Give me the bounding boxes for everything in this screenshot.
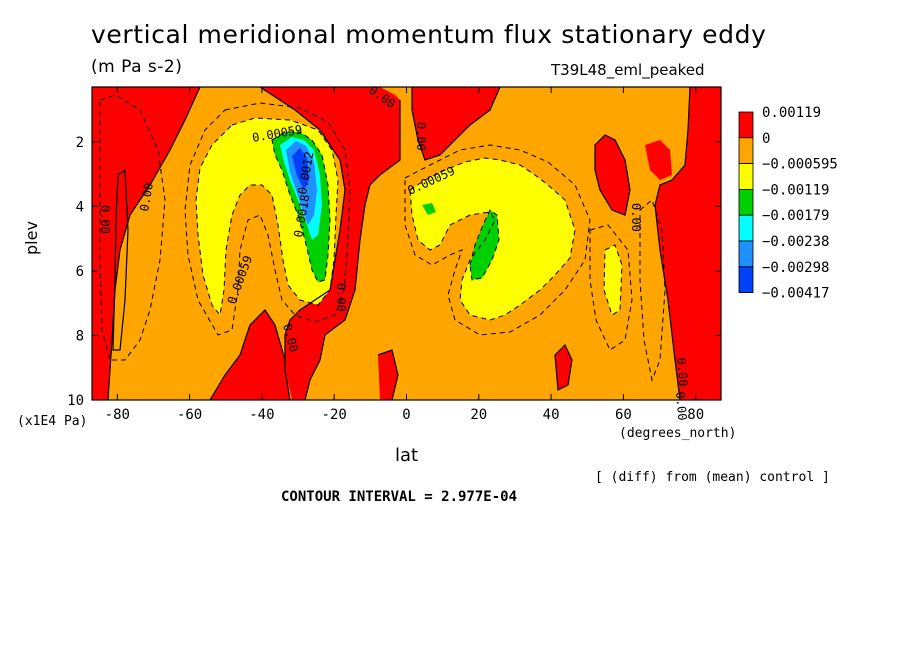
x-tick-label: 0 bbox=[402, 407, 410, 423]
legend-level-label: −0.00119 bbox=[762, 182, 829, 198]
zero-contour-line bbox=[304, 100, 401, 400]
zero-contour-line bbox=[259, 87, 346, 400]
negative-contour-line bbox=[603, 244, 623, 316]
field-green-region bbox=[422, 203, 436, 215]
field-positive-region bbox=[595, 135, 630, 215]
legend-level-label: 0.00119 bbox=[762, 105, 821, 121]
x-tick-label: -40 bbox=[249, 407, 274, 423]
contour-label: 0.00 bbox=[98, 205, 112, 234]
y-axis-unit: (x1E4 Pa) bbox=[17, 414, 88, 429]
x-tick-label: 80 bbox=[687, 407, 704, 423]
field-positive-region bbox=[378, 350, 398, 400]
field-positive-region bbox=[655, 87, 721, 400]
contour-label: 0.00 bbox=[673, 391, 689, 421]
zero-contour-line bbox=[209, 309, 286, 400]
color-legend: 0.00119 0 −0.000595 −0.00119 −0.00179 −0.0023… bbox=[738, 105, 838, 302]
field-positive-region bbox=[412, 87, 500, 160]
field-positive-region bbox=[260, 87, 400, 400]
field-positive-region bbox=[210, 310, 290, 400]
axis-ticks: -80 -60 -40 -20 0 20 40 60 80 2 4 6 8 10 bbox=[67, 87, 721, 423]
legend-swatch bbox=[738, 137, 754, 165]
contour-label: 0.00 bbox=[674, 357, 690, 387]
negative-contour-line bbox=[184, 102, 351, 336]
zero-contour-line bbox=[594, 134, 631, 216]
zero-contour-line bbox=[112, 168, 129, 351]
field-darkblue-region bbox=[292, 148, 309, 190]
x-tick-label: -80 bbox=[105, 407, 130, 423]
field-background bbox=[92, 87, 721, 400]
field-positive-region bbox=[645, 140, 672, 180]
chart-units: (m Pa s-2) bbox=[91, 57, 183, 77]
contour-label: 0.00 bbox=[629, 203, 643, 232]
zero-contour-line bbox=[554, 343, 573, 391]
field-yellow-region bbox=[604, 245, 622, 315]
contour-label: 0.00 bbox=[137, 182, 156, 213]
x-tick-label: 40 bbox=[543, 407, 560, 423]
contour-label: 0.00 bbox=[414, 122, 428, 151]
legend-level-label: 0 bbox=[762, 131, 770, 147]
x-axis-unit: (degrees_north) bbox=[619, 426, 737, 441]
x-tick-label: 60 bbox=[615, 407, 632, 423]
negative-contour-line bbox=[639, 199, 666, 382]
field-layer bbox=[92, 87, 721, 400]
y-tick-label: 4 bbox=[76, 199, 84, 215]
negative-contours bbox=[99, 94, 666, 382]
negative-contour-line bbox=[469, 209, 500, 281]
x-tick-label: 20 bbox=[470, 407, 487, 423]
legend-swatch bbox=[738, 240, 754, 268]
y-tick-label: 8 bbox=[76, 328, 84, 344]
negative-contour-line bbox=[589, 224, 633, 351]
x-axis-label: lat bbox=[395, 445, 419, 466]
x-tick-label: -60 bbox=[177, 407, 202, 423]
legend-level-label: −0.00179 bbox=[762, 208, 829, 224]
legend-level-label: −0.000595 bbox=[762, 157, 838, 173]
field-positive-region bbox=[555, 345, 572, 390]
field-green-region bbox=[470, 210, 499, 280]
x-tick-label: -20 bbox=[322, 407, 347, 423]
legend-swatch bbox=[738, 163, 754, 190]
legend-swatch bbox=[738, 266, 754, 293]
zero-contour-line bbox=[107, 87, 201, 400]
negative-contour-line bbox=[404, 144, 591, 336]
contour-label: 0.00 bbox=[334, 283, 348, 312]
negative-contour-line bbox=[409, 157, 576, 321]
zero-contour-line bbox=[377, 349, 399, 400]
y-tick-label: 6 bbox=[76, 264, 84, 280]
zero-contour-line bbox=[654, 87, 691, 400]
y-tick-label: 10 bbox=[67, 393, 84, 409]
legend-swatch bbox=[738, 188, 754, 216]
run-id: T39L48_eml_peaked bbox=[551, 61, 705, 79]
legend-level-label: −0.00417 bbox=[762, 286, 829, 302]
diff-note: [ (diff) from (mean) control ] bbox=[595, 470, 830, 485]
y-tick-label: 2 bbox=[76, 135, 84, 151]
zero-contour-line bbox=[411, 87, 501, 161]
legend-level-label: −0.00298 bbox=[762, 260, 829, 276]
negative-contour-line bbox=[271, 131, 331, 283]
legend-swatch bbox=[738, 111, 754, 139]
legend-swatch bbox=[738, 214, 754, 242]
zero-contours bbox=[107, 87, 691, 400]
legend-level-label: −0.00238 bbox=[762, 234, 829, 250]
chart-title: vertical meridional momentum flux statio… bbox=[91, 20, 767, 49]
negative-contour-line bbox=[99, 94, 166, 361]
field-positive-region bbox=[92, 87, 200, 400]
contour-interval: CONTOUR INTERVAL = 2.977E-04 bbox=[281, 489, 518, 505]
negative-contour-line bbox=[195, 117, 339, 317]
